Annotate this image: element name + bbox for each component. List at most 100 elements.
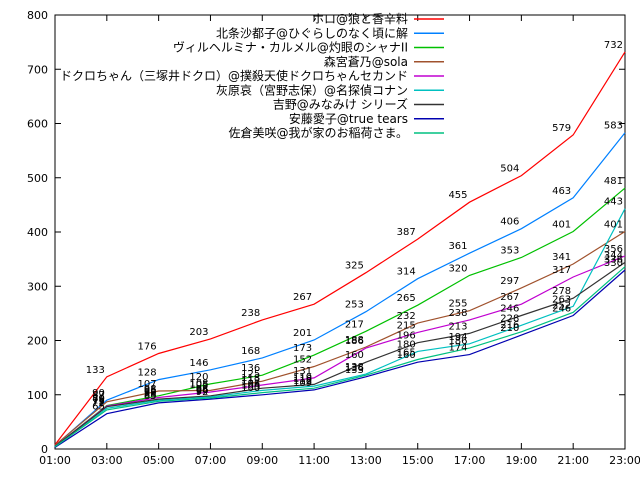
value-label-s5: 194 <box>448 332 467 343</box>
value-label-s4: 215 <box>397 320 416 331</box>
value-label-s5: 75 <box>92 396 105 407</box>
value-label-s8: 336 <box>604 255 623 266</box>
value-label-s7: 109 <box>293 378 312 389</box>
value-label-s1: 90 <box>92 388 105 399</box>
series-line-2 <box>54 187 626 447</box>
value-label-s5: 116 <box>293 374 312 385</box>
value-label-s7: 210 <box>500 323 519 334</box>
value-label-s8: 112 <box>293 376 312 387</box>
value-label-s3: 341 <box>552 252 571 263</box>
value-label-s1: 128 <box>138 368 157 379</box>
value-label-s8: 216 <box>500 320 519 331</box>
value-label-s2: 173 <box>293 343 312 354</box>
y-tick-label: 300 <box>27 280 48 293</box>
value-label-s8: 136 <box>345 363 364 374</box>
y-tick-label: 200 <box>27 335 48 348</box>
value-label-s1: 406 <box>500 217 519 228</box>
value-label-s3: 108 <box>189 378 208 389</box>
series-line-7 <box>54 269 626 448</box>
value-label-s4: 356 <box>604 244 623 255</box>
x-tick-label: 03:00 <box>91 454 123 467</box>
value-label-s7: 160 <box>397 350 416 361</box>
series-line-8 <box>54 266 626 448</box>
x-tick-label: 17:00 <box>454 454 486 467</box>
value-label-s6: 119 <box>293 372 312 383</box>
value-label-s3: 152 <box>293 355 312 366</box>
value-label-s4: 238 <box>448 308 467 319</box>
y-tick-label: 700 <box>27 63 48 76</box>
value-label-s0: 267 <box>293 292 312 303</box>
x-tick-label: 21:00 <box>557 454 589 467</box>
series-line-4 <box>54 255 626 447</box>
series-line-0 <box>54 51 626 446</box>
value-label-s8: 104 <box>241 381 260 392</box>
value-label-s1: 314 <box>397 267 416 278</box>
value-label-s5: 96 <box>196 385 209 396</box>
value-label-s0: 176 <box>138 342 157 353</box>
value-label-s8: 72 <box>92 398 105 409</box>
value-label-s4: 79 <box>92 394 105 405</box>
value-label-s5: 90 <box>144 388 157 399</box>
value-label-s1: 463 <box>552 186 571 197</box>
value-label-s5: 228 <box>500 313 519 324</box>
value-label-s3: 125 <box>241 369 260 380</box>
value-label-s7: 65 <box>92 402 105 413</box>
value-label-s0: 732 <box>604 40 623 51</box>
value-label-s8: 94 <box>196 386 209 397</box>
value-label-s6: 246 <box>500 304 519 315</box>
value-label-s4: 131 <box>293 366 312 377</box>
value-label-s8: 186 <box>448 336 467 347</box>
series-line-3 <box>54 230 626 446</box>
legend-entry-label: ホロ@狼と香辛料 <box>312 11 408 26</box>
value-label-s4: 118 <box>241 373 260 384</box>
value-label-s3: 188 <box>345 335 364 346</box>
value-label-s0: 579 <box>552 123 571 134</box>
legend-entry-label: 森宮蒼乃@sola <box>324 54 408 69</box>
value-label-s2: 98 <box>144 384 157 395</box>
value-label-s5: 108 <box>241 378 260 389</box>
value-label-s0: 387 <box>397 227 416 238</box>
value-label-s7: 85 <box>144 391 157 402</box>
series-line-6 <box>54 261 626 447</box>
value-label-s6: 344 <box>604 250 623 261</box>
legend-entry-label: 佐倉美咲@我が家のお稲荷さま。 <box>228 125 408 140</box>
value-label-s0: 133 <box>86 365 105 376</box>
x-tick-label: 13:00 <box>350 454 382 467</box>
legend-entry-label: ヴィルヘルミナ・カルメル@灼眼のシャナII <box>173 40 408 55</box>
value-label-s6: 112 <box>241 376 260 387</box>
value-label-s8: 88 <box>144 389 157 400</box>
legend-entry-label: 安藤愛子@true tears <box>289 111 408 126</box>
value-label-s6: 278 <box>552 286 571 297</box>
value-label-s2: 80 <box>92 394 105 405</box>
value-label-s5: 263 <box>552 294 571 305</box>
x-tick-label: 15:00 <box>402 454 434 467</box>
legend-entry-label: 吉野@みなみけ シリーズ <box>273 97 408 112</box>
value-label-s3: 107 <box>138 379 157 390</box>
x-tick-label: 23:00 <box>609 454 640 467</box>
legend-entry-label: 灰原哀（宮野志保）@名探偵コナン <box>216 82 408 97</box>
value-label-s2: 217 <box>345 319 364 330</box>
value-label-s3: 255 <box>448 299 467 310</box>
value-label-s6: 92 <box>144 387 157 398</box>
y-tick-label: 600 <box>27 118 48 131</box>
value-label-s7: 92 <box>196 387 209 398</box>
y-tick-label: 500 <box>27 172 48 185</box>
y-tick-label: 800 <box>27 9 48 22</box>
value-label-s1: 253 <box>345 300 364 311</box>
x-tick-label: 01:00 <box>39 454 71 467</box>
value-label-s5: 138 <box>345 362 364 373</box>
value-label-s2: 136 <box>241 363 260 374</box>
x-tick-label: 11:00 <box>298 454 330 467</box>
value-label-s7: 246 <box>552 304 571 315</box>
value-label-s3: 87 <box>92 390 105 401</box>
legend-entry-label: ドクロちゃん（三塚井ドクロ）@撲殺天使ドクロちゃんセカンド <box>60 68 408 83</box>
value-label-s8: 165 <box>397 347 416 358</box>
value-label-s7: 330 <box>604 258 623 269</box>
value-label-s0: 238 <box>241 308 260 319</box>
value-label-s1: 583 <box>604 121 623 132</box>
value-label-s4: 105 <box>189 380 208 391</box>
value-label-s1: 361 <box>448 241 467 252</box>
value-label-s6: 78 <box>92 395 105 406</box>
